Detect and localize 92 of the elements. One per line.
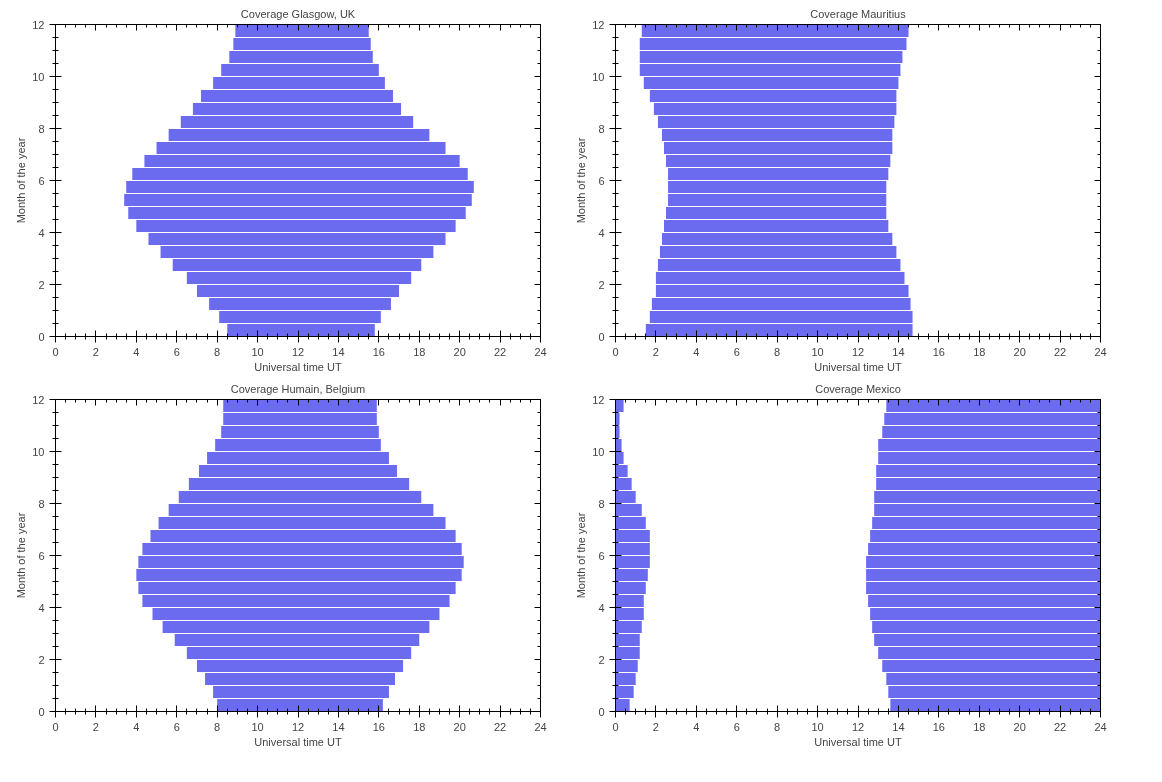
y-tick-label: 12 [592, 393, 605, 406]
x-tick-label: 0 [52, 345, 59, 358]
y-tick-label: 2 [598, 278, 605, 291]
y-tick-label: 6 [598, 549, 605, 562]
x-tick-label: 10 [811, 720, 824, 733]
x-tick-label: 8 [774, 345, 781, 358]
x-tick-label: 8 [774, 720, 781, 733]
x-tick-label: 20 [453, 345, 466, 358]
x-tick-label: 18 [973, 345, 986, 358]
x-tick-label: 10 [251, 345, 264, 358]
y-tick-label: 6 [38, 174, 45, 187]
x-tick-label: 14 [892, 720, 905, 733]
y-tick-label: 4 [598, 601, 605, 614]
y-tick-label: 2 [38, 653, 45, 666]
x-tick-label: 20 [1013, 345, 1026, 358]
x-tick-label: 16 [372, 720, 385, 733]
y-tick-label: 10 [592, 70, 605, 83]
y-tick-label: 6 [598, 174, 605, 187]
x-tick-label: 24 [534, 345, 547, 358]
x-tick-label: 12 [291, 345, 305, 358]
x-tick-label: 10 [811, 345, 824, 358]
y-tick-label: 6 [38, 549, 45, 562]
x-axis-title: Universal time UT [254, 360, 342, 373]
y-tick-label: 2 [598, 653, 605, 666]
x-tick-label: 22 [493, 720, 507, 733]
x-tick-label: 12 [851, 345, 865, 358]
x-tick-label: 0 [52, 720, 59, 733]
x-axis-title: Universal time UT [814, 360, 902, 373]
x-tick-label: 2 [652, 720, 659, 733]
y-tick-label: 4 [38, 601, 45, 614]
x-tick-label: 10 [251, 720, 264, 733]
x-axis-title: Universal time UT [254, 735, 342, 748]
y-tick-label: 12 [32, 393, 45, 406]
y-tick-label: 10 [592, 445, 605, 458]
x-tick-label: 14 [332, 720, 345, 733]
x-tick-label: 18 [413, 345, 426, 358]
chart-title: Coverage Mauritius [810, 7, 907, 20]
x-tick-label: 22 [1053, 720, 1067, 733]
chart-title: Coverage Glasgow, UK [240, 7, 356, 20]
x-tick-label: 4 [693, 720, 700, 733]
y-tick-label: 8 [38, 122, 45, 135]
x-tick-label: 6 [733, 720, 740, 733]
y-tick-label: 8 [38, 497, 45, 510]
y-axis-title: Month of the year [15, 137, 28, 224]
y-tick-label: 8 [598, 122, 605, 135]
x-tick-label: 6 [173, 345, 180, 358]
y-tick-label: 0 [38, 330, 45, 343]
x-tick-label: 20 [453, 720, 466, 733]
x-tick-label: 18 [973, 720, 986, 733]
y-tick-label: 8 [598, 497, 605, 510]
chart-title: Coverage Humain, Belgium [230, 382, 366, 395]
y-tick-label: 4 [598, 226, 605, 239]
y-tick-label: 2 [38, 278, 45, 291]
x-tick-label: 22 [493, 345, 507, 358]
x-tick-label: 24 [1094, 720, 1107, 733]
x-tick-label: 20 [1013, 720, 1026, 733]
x-tick-label: 4 [133, 345, 140, 358]
y-tick-label: 12 [32, 18, 45, 31]
y-tick-label: 10 [32, 445, 45, 458]
y-axis-title: Month of the year [575, 137, 588, 224]
x-tick-label: 18 [413, 720, 426, 733]
x-tick-label: 4 [133, 720, 140, 733]
x-tick-label: 2 [652, 345, 659, 358]
x-tick-label: 12 [851, 720, 865, 733]
x-tick-label: 6 [173, 720, 180, 733]
x-tick-label: 0 [612, 720, 619, 733]
x-tick-label: 0 [612, 345, 619, 358]
x-tick-label: 8 [214, 345, 221, 358]
y-tick-label: 12 [592, 18, 605, 31]
x-tick-label: 16 [932, 720, 945, 733]
y-axis-title: Month of the year [15, 512, 28, 599]
y-tick-label: 10 [32, 70, 45, 83]
x-tick-label: 12 [291, 720, 305, 733]
y-tick-label: 0 [598, 330, 605, 343]
x-tick-label: 24 [534, 720, 547, 733]
x-tick-label: 22 [1053, 345, 1067, 358]
y-tick-label: 4 [38, 226, 45, 239]
y-tick-label: 0 [598, 705, 605, 718]
x-tick-label: 16 [372, 345, 385, 358]
x-axis-title: Universal time UT [814, 735, 902, 748]
x-tick-label: 6 [733, 345, 740, 358]
x-tick-label: 2 [92, 720, 99, 733]
x-tick-label: 14 [332, 345, 345, 358]
x-tick-label: 2 [92, 345, 99, 358]
y-tick-label: 0 [38, 705, 45, 718]
x-tick-label: 4 [693, 345, 700, 358]
chart-title: Coverage Mexico [815, 382, 901, 395]
x-tick-label: 14 [892, 345, 905, 358]
y-axis-title: Month of the year [575, 512, 588, 599]
x-tick-label: 8 [214, 720, 221, 733]
x-tick-label: 16 [932, 345, 945, 358]
x-tick-label: 24 [1094, 345, 1107, 358]
